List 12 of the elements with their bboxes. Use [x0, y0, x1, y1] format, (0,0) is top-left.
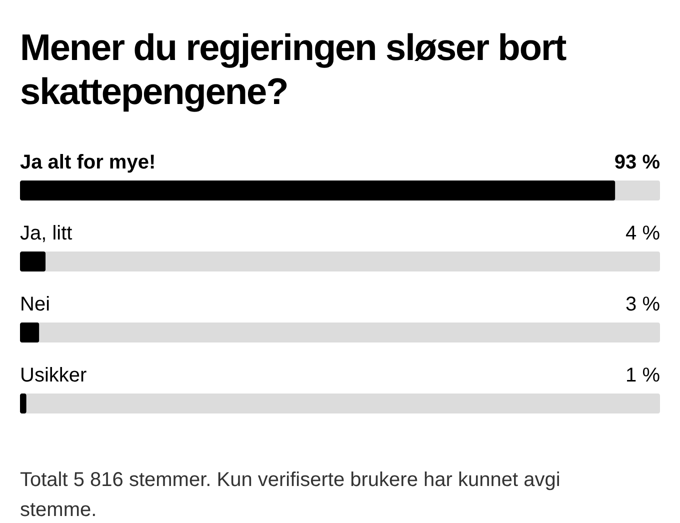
data-label: 1 % — [626, 364, 660, 386]
data-label: 93 % — [614, 152, 660, 174]
y-tick-label: Nei — [20, 294, 50, 316]
text: Totalt 5 816 stemmer. Kun verifiserte brukere har kunnet avgi stemme. — [20, 468, 562, 523]
y-tick-label: Usikker — [20, 364, 88, 386]
y-tick-label: Ja, litt — [20, 222, 73, 244]
chart-title: Mener du regjeringen sløser bort skattepengene? — [20, 26, 568, 114]
data-label: 4 % — [626, 222, 660, 244]
y-tick-label: Ja alt for mye! — [20, 152, 156, 174]
bar — [20, 252, 46, 272]
bar — [20, 322, 40, 342]
data-label: 3 % — [626, 294, 660, 316]
